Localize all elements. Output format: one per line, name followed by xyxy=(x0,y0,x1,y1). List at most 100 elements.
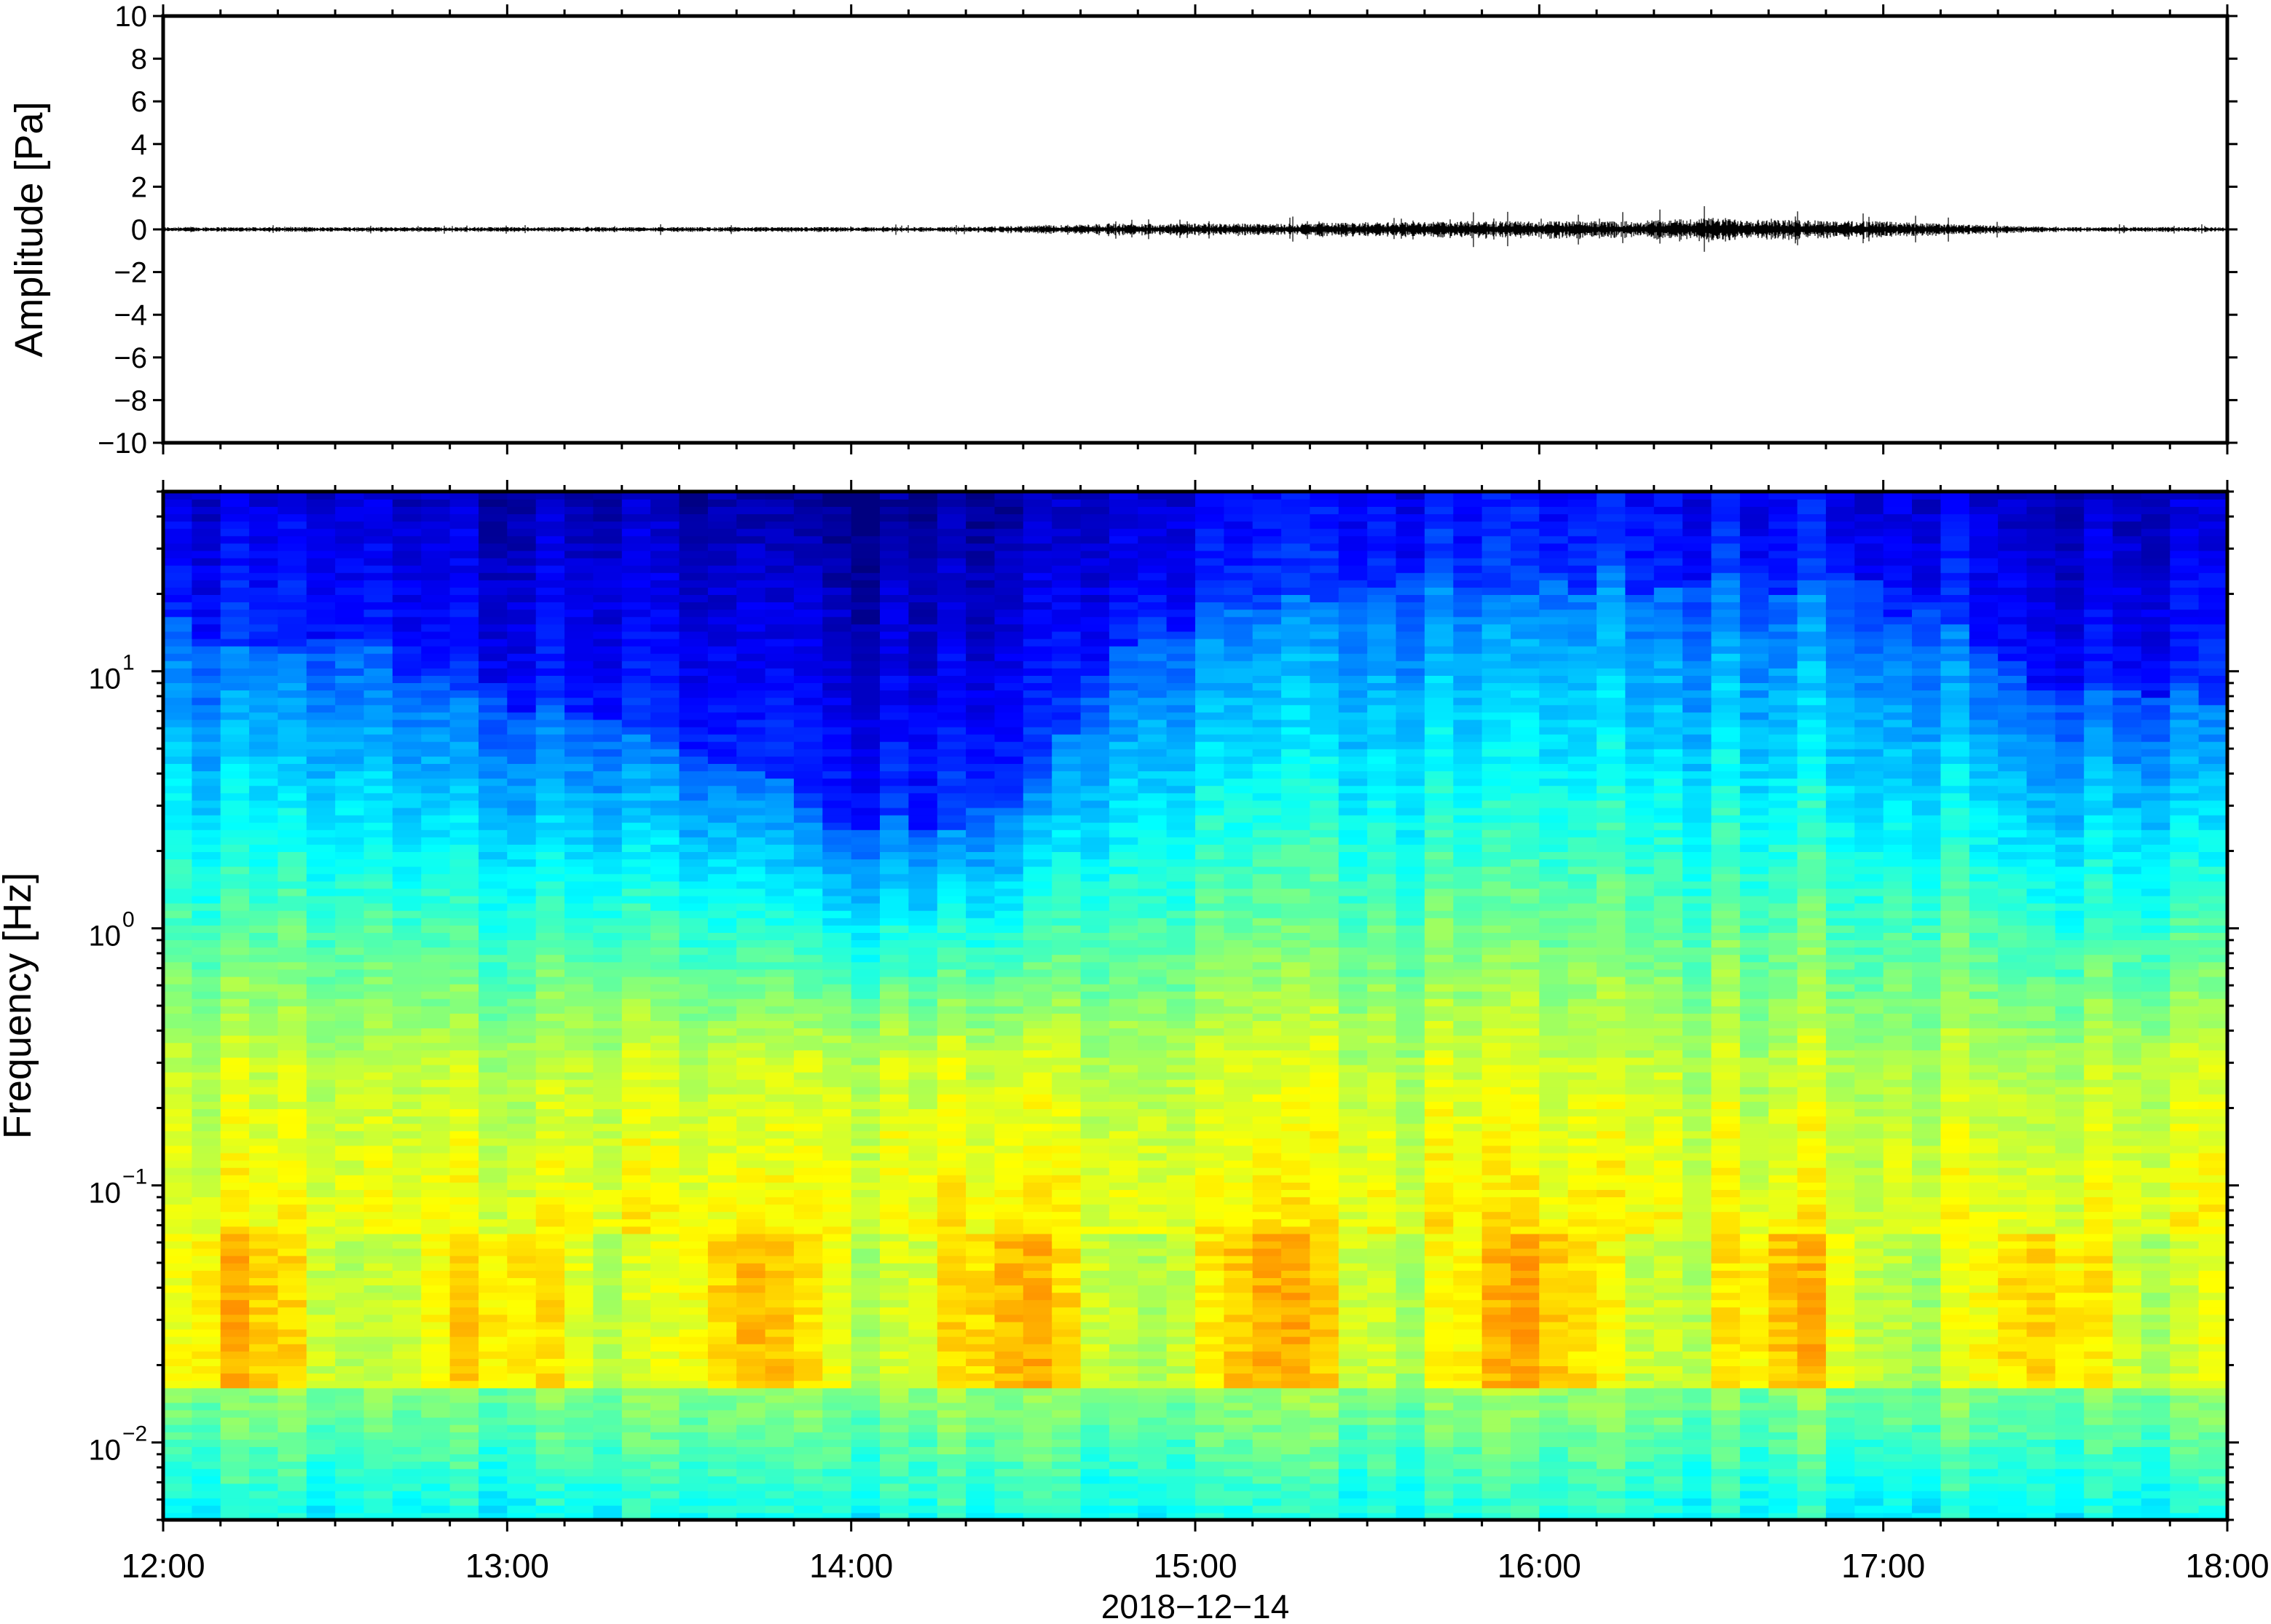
spectrogram-cell xyxy=(449,749,479,757)
spectrogram-cell xyxy=(1138,1071,1168,1080)
spectrogram-cell xyxy=(507,1380,537,1389)
spectrogram-cell xyxy=(1052,1409,1082,1418)
spectrogram-cell xyxy=(966,557,996,566)
spectrogram-cell xyxy=(535,1306,565,1315)
spectrogram-cell xyxy=(163,543,193,551)
spectrogram-cell xyxy=(1023,1424,1052,1432)
spectrogram-cell xyxy=(507,631,537,639)
spectrogram-cell xyxy=(937,1468,967,1477)
spectrogram-cell xyxy=(707,580,738,588)
spectrogram-cell xyxy=(966,1387,996,1396)
spectrogram-cell xyxy=(793,1197,824,1205)
spectrogram-cell xyxy=(564,1321,594,1330)
spectrogram-cell xyxy=(479,1461,508,1470)
spectrogram-cell xyxy=(851,1497,881,1506)
spectrogram-cell xyxy=(163,704,193,713)
spectrogram-cell xyxy=(1138,1277,1168,1286)
spectrogram-cell xyxy=(593,1079,623,1087)
spectrogram-cell xyxy=(421,1130,451,1139)
spectrogram-cell xyxy=(363,888,393,896)
spectrogram-cell xyxy=(449,733,479,742)
spectrogram-cell xyxy=(621,1197,651,1205)
spectrogram-cell xyxy=(479,661,508,669)
spectrogram-cell xyxy=(449,690,479,698)
spectrogram-cell xyxy=(564,763,594,772)
spectrogram-cell xyxy=(1109,1497,1139,1506)
spectrogram-cell xyxy=(736,1035,766,1044)
spectrogram-cell xyxy=(994,902,1024,911)
spectrogram-cell xyxy=(392,616,422,625)
spectrogram-cell xyxy=(994,733,1024,742)
spectrogram-cell xyxy=(392,902,422,911)
spectrogram-cell xyxy=(479,741,508,749)
spectrogram-cell xyxy=(1080,947,1110,955)
spectrogram-cell xyxy=(449,1094,479,1102)
spectrogram-cell xyxy=(937,690,967,698)
spectrogram-cell xyxy=(621,690,651,698)
spectrogram-cell xyxy=(736,814,766,823)
spectrogram-cell xyxy=(621,1424,651,1432)
spectrogram-cell xyxy=(937,521,967,529)
spectrogram-cell xyxy=(822,910,852,918)
spectrogram-cell xyxy=(1052,1468,1082,1477)
spectrogram-cell xyxy=(249,609,279,618)
spectrogram-cell xyxy=(220,1167,250,1175)
spectrogram-cell xyxy=(966,1042,996,1051)
spectrogram-cell xyxy=(192,690,221,698)
spectrogram-cell xyxy=(966,1277,996,1286)
spectrogram-cell xyxy=(1023,785,1052,794)
spectrogram-cell xyxy=(392,1387,422,1396)
spectrogram-cell xyxy=(937,602,967,610)
spectrogram-cell xyxy=(621,749,651,757)
spectrogram-cell xyxy=(421,976,451,985)
spectrogram-cell xyxy=(707,1468,738,1477)
spectrogram-cell xyxy=(966,829,996,837)
spectrogram-cell xyxy=(1080,580,1110,588)
spectrogram-cell xyxy=(679,1013,709,1021)
spectrogram-cell xyxy=(994,528,1024,537)
spectrogram-cell xyxy=(564,983,594,992)
spectrogram-cell xyxy=(736,712,766,720)
spectrogram-cell xyxy=(736,1145,766,1154)
spectrogram-cell xyxy=(421,851,451,860)
spectrogram-cell xyxy=(421,1042,451,1051)
spectrogram-cell xyxy=(335,1189,365,1197)
spectrogram-cell xyxy=(793,668,824,676)
spectrogram-cell xyxy=(650,1108,680,1117)
spectrogram-cell xyxy=(421,1416,451,1425)
spectrogram-cell xyxy=(449,844,479,852)
spectrogram-cell xyxy=(1138,1013,1168,1021)
spectrogram-cell xyxy=(650,1387,680,1396)
spectrogram-cell xyxy=(479,1380,508,1389)
spectrogram-cell xyxy=(793,1454,824,1462)
spectrogram-cell xyxy=(765,939,795,948)
spectrogram-cell xyxy=(908,939,938,948)
spectrogram-cell xyxy=(966,675,996,683)
spectrogram-cell xyxy=(220,1424,250,1432)
spectrogram-cell xyxy=(1023,961,1052,970)
spectrogram-cell xyxy=(736,1432,766,1440)
spectrogram-cell xyxy=(306,668,336,676)
spectrogram-cell xyxy=(593,645,623,654)
spectrogram-cell xyxy=(1052,1240,1082,1249)
spectrogram-cell xyxy=(1138,1416,1168,1425)
spectrogram-cell xyxy=(363,535,393,544)
spectrogram-cell xyxy=(851,866,881,875)
spectrogram-cell xyxy=(679,675,709,683)
spectrogram-cell xyxy=(908,1358,938,1366)
spectrogram-cell xyxy=(1023,888,1052,896)
spectrogram-cell xyxy=(650,492,680,500)
spectrogram-cell xyxy=(335,1049,365,1058)
spectrogram-cell xyxy=(507,1233,537,1242)
spectrogram-cell xyxy=(1023,1226,1052,1234)
spectrogram-cell xyxy=(1023,550,1052,559)
spectrogram-cell xyxy=(249,1512,279,1520)
spectrogram-cell xyxy=(479,983,508,992)
spectrogram-cell xyxy=(621,778,651,787)
spectrogram-cell xyxy=(593,726,623,735)
spectrogram-cell xyxy=(220,1035,250,1044)
spectrogram-cell xyxy=(249,1086,279,1095)
spectrogram-cell xyxy=(535,1175,565,1183)
spectrogram-cell xyxy=(621,1108,651,1117)
spectrogram-cell xyxy=(1109,1343,1139,1352)
